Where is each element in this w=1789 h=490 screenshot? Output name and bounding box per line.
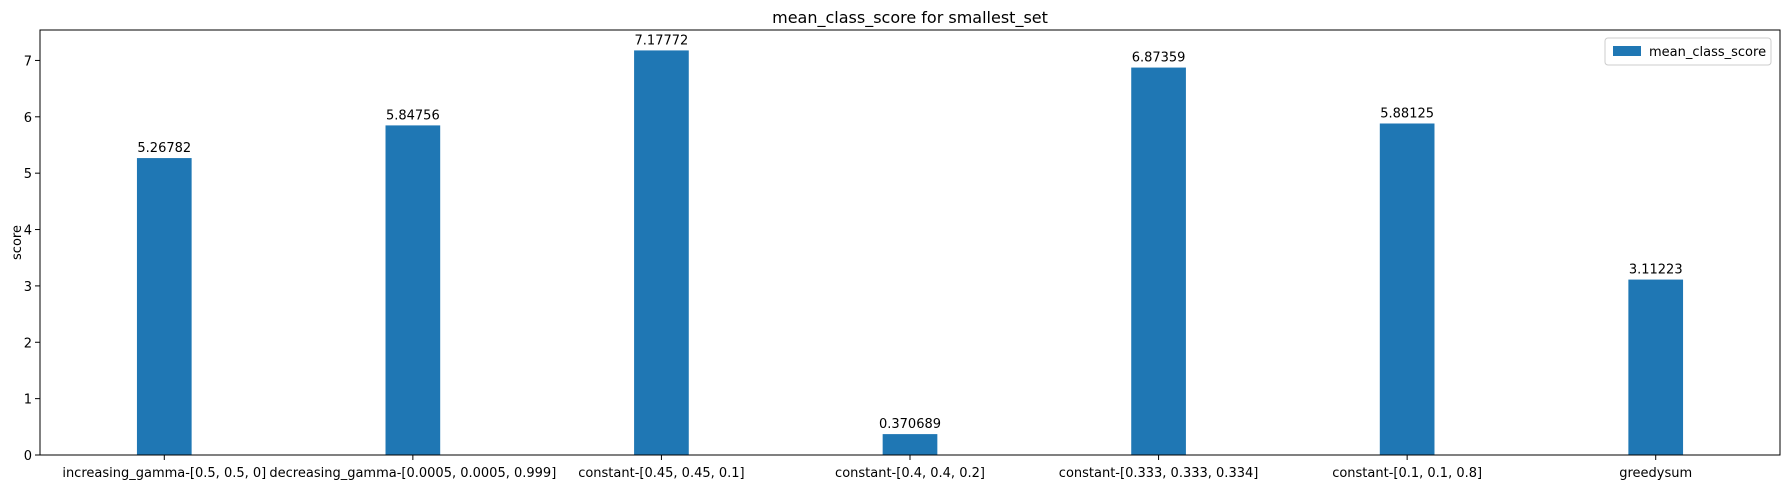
x-tick-label: greedysum bbox=[1619, 466, 1692, 481]
bar bbox=[634, 50, 689, 456]
legend-swatch bbox=[1613, 46, 1641, 56]
x-tick-label: constant-[0.1, 0.1, 0.8] bbox=[1332, 466, 1482, 481]
plot-frame bbox=[39, 29, 1781, 456]
bar bbox=[136, 158, 192, 456]
bar bbox=[1131, 67, 1186, 455]
legend-box bbox=[1604, 37, 1772, 66]
y-tick-label: 2 bbox=[24, 336, 32, 351]
data-label: 3.11223 bbox=[1629, 263, 1683, 278]
data-label: 0.370689 bbox=[879, 417, 941, 432]
y-tick-label: 1 bbox=[24, 393, 32, 408]
x-tick-label: constant-[0.4, 0.4, 0.2] bbox=[835, 466, 985, 481]
x-tick-label: decreasing_gamma-[0.0005, 0.0005, 0.999] bbox=[269, 466, 556, 481]
y-tick-label: 3 bbox=[24, 280, 32, 295]
x-tick-label: increasing_gamma-[0.5, 0.5, 0] bbox=[62, 466, 266, 481]
legend-label: mean_class_score bbox=[1649, 45, 1766, 60]
bar bbox=[1628, 279, 1684, 455]
bar bbox=[1379, 123, 1435, 455]
x-axis: increasing_gamma-[0.5, 0.5, 0] decreasing… bbox=[62, 455, 1692, 481]
y-axis: 0 1 2 3 4 5 6 7 bbox=[24, 54, 40, 464]
data-label: 7.17772 bbox=[635, 33, 689, 48]
data-label: 5.26782 bbox=[137, 141, 191, 156]
y-axis-label: score bbox=[10, 225, 25, 260]
y-tick-label: 7 bbox=[24, 54, 32, 69]
legend: mean_class_score bbox=[1604, 37, 1772, 66]
y-tick-label: 6 bbox=[24, 111, 32, 126]
y-tick-label: 0 bbox=[24, 449, 32, 464]
data-labels-group: 5.26782 5.84756 7.17772 0.370689 6.87359 5.88… bbox=[137, 33, 1682, 432]
x-tick-label: constant-[0.45, 0.45, 0.1] bbox=[578, 466, 744, 481]
y-tick-label: 5 bbox=[24, 167, 32, 182]
data-label: 6.87359 bbox=[1132, 51, 1186, 66]
chart-title: mean_class_score for smallest_set bbox=[772, 8, 1048, 28]
data-label: 5.88125 bbox=[1380, 106, 1434, 121]
data-label: 5.84756 bbox=[386, 108, 440, 123]
y-tick-label: 4 bbox=[24, 224, 32, 239]
x-tick-label: constant-[0.333, 0.333, 0.334] bbox=[1059, 466, 1259, 481]
bar bbox=[385, 125, 441, 456]
bars-group bbox=[136, 50, 1684, 456]
bar bbox=[882, 434, 938, 455]
